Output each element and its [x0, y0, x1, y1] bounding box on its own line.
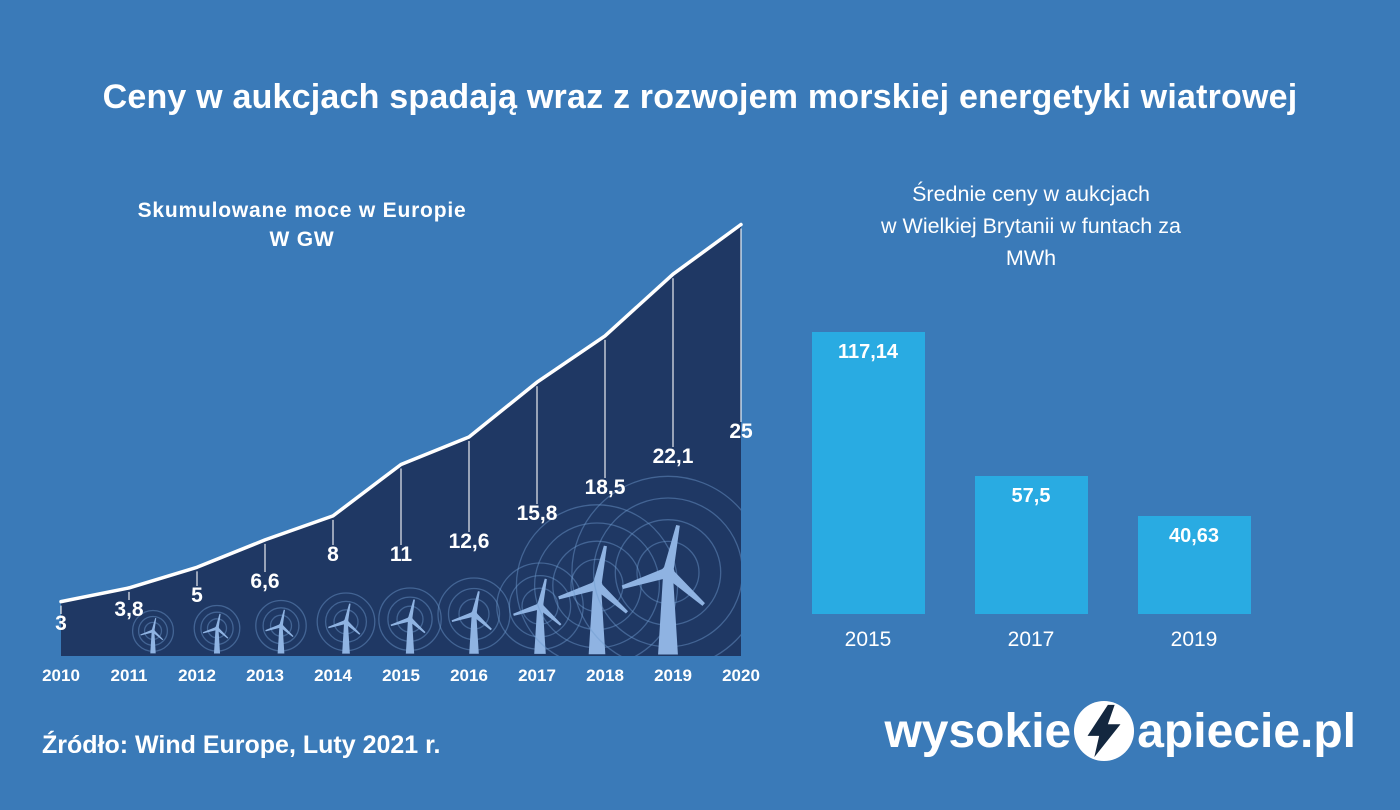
price-chart-title-line-2: w Wielkiej Brytanii w funtach za [881, 214, 1181, 238]
wind-turbine-icon [265, 609, 294, 654]
wind-turbine-icon [390, 599, 426, 654]
bar-category-label: 2019 [1170, 628, 1218, 651]
price-chart-title-line-3: MWh [1005, 246, 1057, 270]
price-bar-2015: 117,14 [811, 332, 925, 614]
x-axis-year-label: 2016 [450, 666, 488, 685]
logo-text-suffix: apiecie.pl [1137, 704, 1356, 758]
wind-turbine-icon [328, 603, 361, 654]
capacity-value-label: 3,8 [114, 598, 144, 621]
capacity-value-label: 5 [191, 584, 203, 607]
bar-category-label: 2015 [844, 628, 892, 651]
x-axis-year-label: 2020 [722, 666, 760, 685]
logo-wysokienapiecie: wysokie apiecie.pl [884, 700, 1356, 762]
x-axis-year-label: 2018 [586, 666, 624, 685]
bar-category-label: 2017 [1007, 628, 1055, 651]
x-axis-year-label: 2011 [111, 666, 148, 685]
lightning-bolt-icon [1073, 700, 1135, 762]
capacity-value-label: 12,6 [449, 530, 490, 553]
page-title: Ceny w aukcjach spadają wraz z rozwojem … [102, 78, 1298, 116]
x-axis-year-label: 2014 [314, 666, 352, 685]
logo-text-prefix: wysokie [884, 704, 1072, 758]
capacity-chart-subtitle: W GW [269, 228, 335, 251]
price-chart-title-line-1: Średnie ceny w aukcjach [912, 182, 1150, 206]
source-note: Źródło: Wind Europe, Luty 2021 r. [42, 731, 441, 759]
x-axis-year-label: 2015 [382, 666, 420, 685]
wind-turbine-icon [140, 617, 164, 654]
capacity-value-label: 18,5 [585, 476, 626, 499]
swirl-circle [571, 475, 741, 656]
capacity-line [59, 222, 743, 604]
x-axis-year-label: 2019 [654, 666, 692, 685]
capacity-value-label: 6,6 [250, 570, 279, 593]
price-bar-2019: 40,63 [1137, 516, 1251, 614]
capacity-value-label: 11 [390, 543, 413, 566]
capacity-chart-title-line: Skumulowane moce w Europie [137, 199, 467, 222]
capacity-area-fill [61, 224, 741, 656]
x-axis-year-label: 2010 [42, 666, 80, 685]
wind-turbine-icon [558, 545, 628, 655]
capacity-chart-title: Skumulowane moce w Europie W GW [90, 196, 514, 254]
bar-column-2017: 57,5 2017 [953, 325, 1109, 658]
x-axis-year-label: 2013 [246, 666, 284, 685]
bar-column-2019: 40,63 2019 [1116, 325, 1272, 658]
capacity-area-chart: 3 3,8 5 6,6 8 11 12,6 15,8 18,5 22,1 25 2010 2011 201… [42, 222, 760, 685]
uk-price-bar-chart: 117,14 2015 57,5 2017 40,63 2019 [790, 325, 1272, 658]
capacity-value-label: 25 [729, 420, 753, 443]
capacity-value-label: 8 [327, 543, 339, 566]
price-chart-title: Średnie ceny w aukcjach w Wielkiej Bryta… [790, 178, 1272, 274]
price-bar-2017: 57,5 [974, 476, 1088, 614]
bar-column-2015: 117,14 2015 [790, 325, 946, 658]
capacity-value-label: 15,8 [517, 502, 558, 525]
wind-turbine-icon [513, 578, 562, 654]
wind-turbine-icon [202, 613, 229, 654]
bar-value-label: 117,14 [837, 341, 899, 363]
capacity-value-label: 3 [55, 612, 67, 635]
x-axis-year-label: 2017 [518, 666, 556, 685]
bar-value-label: 40,63 [1168, 525, 1220, 547]
x-axis-year-label: 2012 [178, 666, 216, 685]
bar-value-label: 57,5 [1011, 485, 1051, 507]
wind-turbine-icon [451, 591, 492, 654]
wind-turbine-icon [621, 525, 705, 655]
capacity-value-label: 22,1 [653, 445, 694, 468]
